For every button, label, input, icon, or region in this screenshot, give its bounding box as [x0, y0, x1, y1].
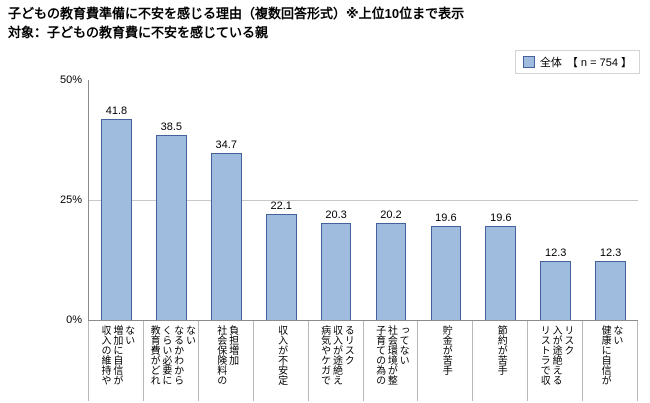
x-axis-label: 病気やケガで収入が途絶えるリスク [318, 325, 354, 385]
bar-column: 12.3 [528, 80, 583, 320]
legend-series-label: 全体 [539, 57, 562, 69]
bar [430, 225, 462, 320]
x-axis-label: 子育ての為の社会環境が整ってない [373, 325, 409, 385]
bar [595, 260, 626, 320]
x-axis-label: 教育費がどれくらい必要になるかわからない [148, 325, 195, 385]
x-axis-label: 健康に自信がない [599, 325, 622, 385]
bar-column: 38.5 [144, 80, 199, 320]
legend-swatch [522, 56, 535, 68]
bar-column: 22.1 [254, 80, 309, 320]
bar [155, 135, 187, 320]
x-axis-label-cell: 教育費がどれくらい必要になるかわからない [144, 321, 199, 401]
x-axis-label-cell: 収入の維持や増加に自信がない [89, 321, 144, 401]
y-axis-tick-25: 25% [59, 194, 82, 206]
plot-area: 50% 25% 0% 41.8 38.5 34.7 22.1 20.3 20.2 19.6 1… [60, 74, 638, 326]
bar-value-label: 34.7 [215, 139, 237, 152]
bar [320, 222, 352, 320]
chart-title-block: 子どもの教育費準備に不安を感じる理由（複数回答形式）※上位10位まで表示 対象：… [8, 5, 464, 43]
chart-subtitle: 対象：子どもの教育費に不安を感じている親 [8, 24, 269, 40]
bar-value-label: 20.2 [380, 209, 402, 222]
bar-column: 41.8 [89, 80, 144, 320]
bar-value-label: 19.6 [490, 211, 512, 224]
bar-value-label: 41.8 [105, 105, 128, 118]
x-axis-label-cell: 子育ての為の社会環境が整ってない [364, 321, 419, 401]
y-axis-tick-50: 50% [59, 74, 82, 86]
bar [540, 260, 572, 320]
x-axis-label: リストラで収入が途絶えるリスク [538, 325, 573, 385]
bar-value-label: 12.3 [599, 246, 622, 259]
x-axis-label-cell: 貯金が苦手 [418, 321, 474, 401]
bar-column: 12.3 [583, 80, 638, 320]
bar-value-label: 20.3 [325, 208, 347, 221]
chart-title: 子どもの教育費準備に不安を感じる理由（複数回答形式）※上位10位まで表示 [8, 6, 465, 21]
bar-column: 34.7 [199, 80, 254, 320]
x-axis-label: 貯金が苦手 [440, 325, 452, 375]
bar [485, 225, 517, 320]
bar-value-label: 38.5 [160, 121, 183, 134]
bar [210, 153, 242, 320]
x-axis-label: 収入の維持や増加に自信がない [99, 325, 134, 385]
x-axis-label: 収入が不安定 [275, 325, 287, 385]
bar [101, 119, 132, 320]
bar [375, 223, 407, 320]
x-axis-label-cell: 社会保険料の負担増加 [199, 321, 254, 401]
bar-value-label: 19.6 [435, 211, 457, 224]
x-axis-label-cell: 節約が苦手 [473, 321, 529, 401]
x-axis-label-cell: 収入が不安定 [254, 321, 309, 401]
bars-container: 41.8 38.5 34.7 22.1 20.3 20.2 19.6 19.6 12.3 12.3 [89, 80, 638, 320]
bar [265, 213, 297, 320]
bar-value-label: 12.3 [544, 246, 567, 259]
bar-column: 20.3 [309, 80, 364, 320]
gridline-25-percent [89, 200, 638, 201]
x-axis-label: 節約が苦手 [495, 325, 507, 375]
x-axis-label: 社会保険料の負担増加 [214, 325, 238, 385]
bar-chart: 50% 25% 0% 41.8 38.5 34.7 22.1 20.3 20.2 19.6 1… [60, 74, 639, 401]
bar-value-label: 22.1 [270, 199, 292, 212]
bar-column: 19.6 [473, 80, 528, 320]
x-axis-label-cell: 健康に自信がない [583, 321, 639, 401]
bar-column: 19.6 [418, 80, 473, 320]
x-axis-labels: 収入の維持や増加に自信がない 教育費がどれくらい必要になるかわからない 社会保険料の… [88, 321, 639, 401]
x-axis-label-cell: 病気やケガで収入が途絶えるリスク [309, 321, 364, 401]
bar-column: 20.2 [364, 80, 419, 320]
y-axis-tick-0: 0% [66, 314, 82, 326]
legend-n-label: 【 n = 754 】 [566, 57, 632, 69]
x-axis-label-cell: リストラで収入が途絶えるリスク [528, 321, 584, 401]
legend: 全体 【 n = 754 】 [514, 50, 640, 74]
